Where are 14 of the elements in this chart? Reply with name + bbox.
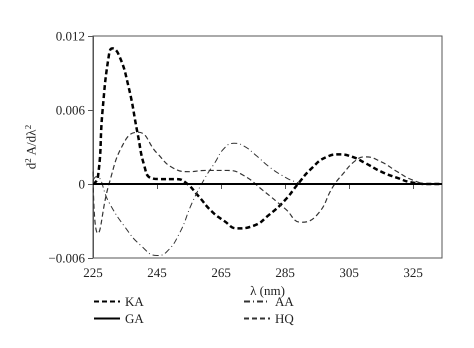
- y-tick-label: −0.006: [48, 250, 86, 266]
- legend-label: KA: [125, 294, 144, 309]
- x-tick-label: 305: [339, 265, 359, 280]
- x-tick-label: 245: [147, 265, 167, 280]
- x-tick-label: 285: [275, 265, 295, 280]
- y-tick-label: 0.006: [56, 102, 86, 118]
- y-axis-title: d2 A/dλ2: [23, 124, 39, 170]
- x-tick-label: 265: [211, 265, 231, 280]
- y-tick-label: 0.012: [56, 28, 85, 44]
- y-tick-label: 0: [78, 176, 85, 192]
- x-tick-label: 225: [83, 265, 103, 280]
- legend-label: GA: [125, 311, 144, 326]
- x-tick-label: 325: [403, 265, 423, 280]
- legend-label: HQ: [275, 311, 294, 326]
